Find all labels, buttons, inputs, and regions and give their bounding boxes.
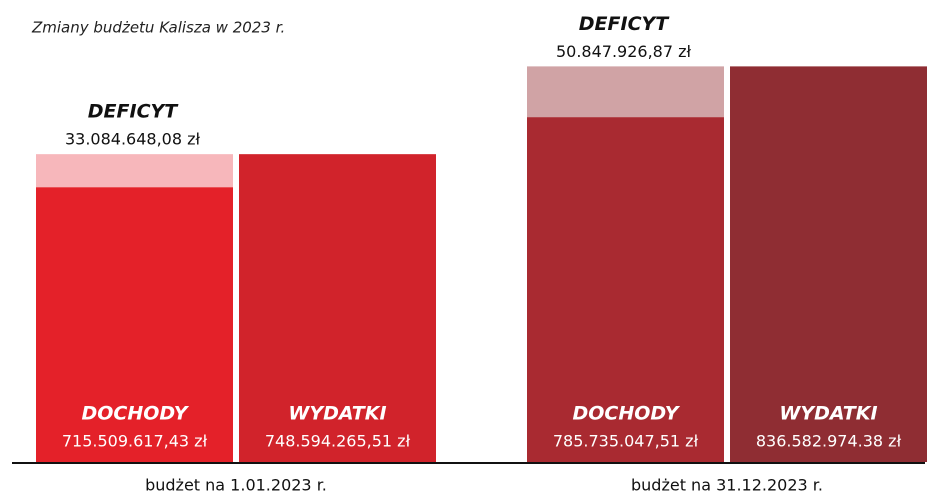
value-label: 836.582.974.38 zł [756, 432, 902, 451]
series-label: WYDATKI [288, 403, 386, 425]
bar [527, 117, 724, 462]
value-label: 748.594.265,51 zł [265, 432, 411, 451]
bar [36, 187, 233, 462]
chart-title: Zmiany budżetu Kalisza w 2023 r. [31, 19, 285, 37]
value-label: 33.084.648,08 zł [65, 130, 201, 149]
value-label: 715.509.617,43 zł [62, 432, 208, 451]
series-label: DEFICYT [579, 13, 671, 35]
series-label: DOCHODY [82, 403, 190, 425]
series-label: WYDATKI [779, 403, 877, 425]
bar [239, 154, 436, 463]
series-label: DOCHODY [573, 403, 681, 425]
bar-segment [527, 66, 724, 118]
value-label: 785.735.047,51 zł [553, 432, 699, 451]
bar [730, 66, 927, 462]
x-tick-label: budżet na 31.12.2023 r. [631, 476, 823, 493]
value-label: 50.847.926,87 zł [556, 42, 692, 61]
bar-segment [36, 154, 233, 188]
x-tick-label: budżet na 1.01.2023 r. [145, 476, 327, 493]
series-label: DEFICYT [88, 101, 180, 123]
